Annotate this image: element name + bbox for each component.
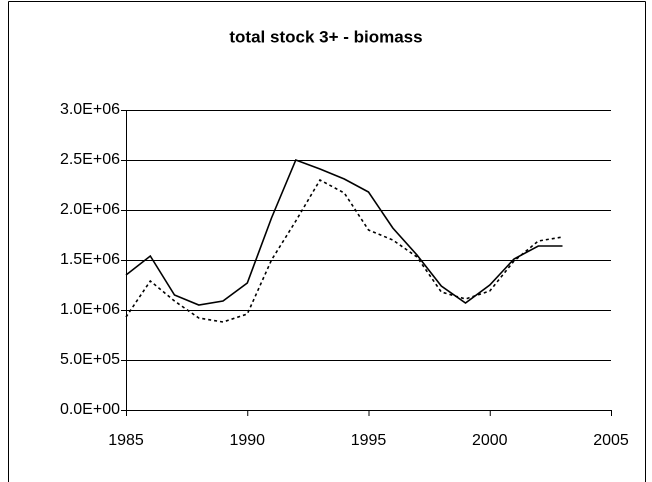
chart-title: total stock 3+ - biomass [229, 27, 422, 46]
y-tick-label: 3.0E+06 [60, 101, 120, 118]
y-tick-label: 2.0E+06 [60, 201, 120, 218]
y-tick-label: 1.5E+06 [60, 251, 120, 268]
x-tick-label: 1985 [108, 432, 144, 449]
series-line [125, 178, 563, 323]
y-tick-label: 0.0E+00 [60, 401, 120, 418]
series-line [125, 158, 563, 306]
y-tick-label: 5.0E+05 [60, 351, 120, 368]
x-tick-label: 1995 [351, 432, 387, 449]
y-tick-label: 2.5E+06 [60, 151, 120, 168]
x-tick-label: 2000 [472, 432, 508, 449]
x-tick-label: 1990 [229, 432, 265, 449]
x-tick-label: 2005 [593, 432, 629, 449]
y-tick-label: 1.0E+06 [60, 301, 120, 318]
